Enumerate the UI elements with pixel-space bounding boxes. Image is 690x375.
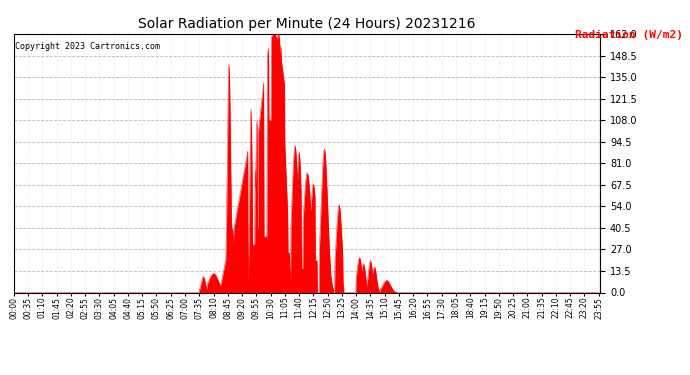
Text: Copyright 2023 Cartronics.com: Copyright 2023 Cartronics.com: [15, 42, 160, 51]
Text: Radiation (W/m2): Radiation (W/m2): [575, 30, 683, 40]
Title: Solar Radiation per Minute (24 Hours) 20231216: Solar Radiation per Minute (24 Hours) 20…: [138, 17, 476, 31]
